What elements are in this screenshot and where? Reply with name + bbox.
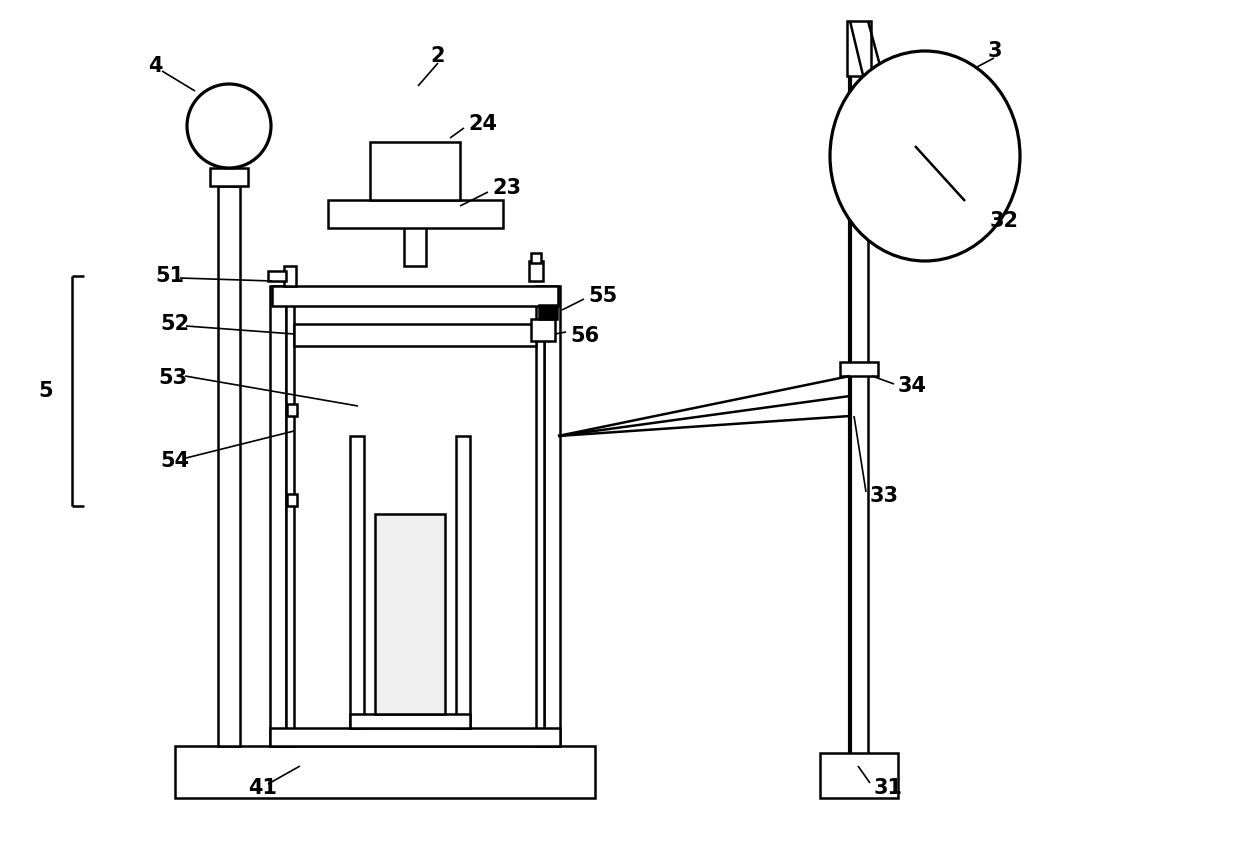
Bar: [536, 286, 544, 746]
Text: 33: 33: [870, 486, 899, 506]
Bar: [370, 142, 460, 200]
Text: 4: 4: [148, 56, 162, 76]
Text: 41: 41: [248, 778, 277, 798]
Text: 23: 23: [492, 178, 521, 198]
Text: 54: 54: [160, 451, 190, 471]
Bar: [374, 514, 445, 714]
Text: 52: 52: [160, 314, 190, 334]
Bar: [350, 714, 470, 728]
Bar: [268, 271, 286, 281]
Text: 56: 56: [570, 326, 599, 346]
Bar: [531, 319, 556, 341]
Text: 51: 51: [155, 266, 184, 286]
Bar: [210, 168, 248, 186]
Bar: [839, 362, 878, 376]
Bar: [350, 436, 365, 728]
Bar: [286, 286, 294, 746]
Bar: [847, 21, 870, 76]
Bar: [270, 286, 286, 746]
Bar: [294, 324, 536, 346]
Bar: [284, 266, 296, 286]
Bar: [820, 753, 898, 798]
Bar: [529, 261, 543, 281]
Bar: [218, 186, 241, 746]
Bar: [329, 200, 503, 228]
Text: 53: 53: [157, 368, 187, 388]
Bar: [286, 404, 298, 416]
Text: 2: 2: [430, 46, 444, 66]
Bar: [539, 305, 557, 319]
Text: 3: 3: [988, 41, 1002, 61]
Bar: [456, 436, 470, 728]
Text: 34: 34: [898, 376, 928, 396]
Ellipse shape: [830, 51, 1021, 261]
Bar: [531, 253, 541, 263]
Bar: [270, 728, 560, 746]
Text: 55: 55: [588, 286, 618, 306]
Text: 24: 24: [467, 114, 497, 134]
Text: 32: 32: [990, 211, 1019, 231]
Bar: [272, 286, 558, 306]
Bar: [404, 206, 427, 266]
Text: 5: 5: [38, 381, 52, 401]
Bar: [544, 286, 560, 746]
Ellipse shape: [187, 84, 272, 168]
Bar: [286, 494, 298, 506]
Bar: [175, 746, 595, 798]
Text: 31: 31: [874, 778, 903, 798]
